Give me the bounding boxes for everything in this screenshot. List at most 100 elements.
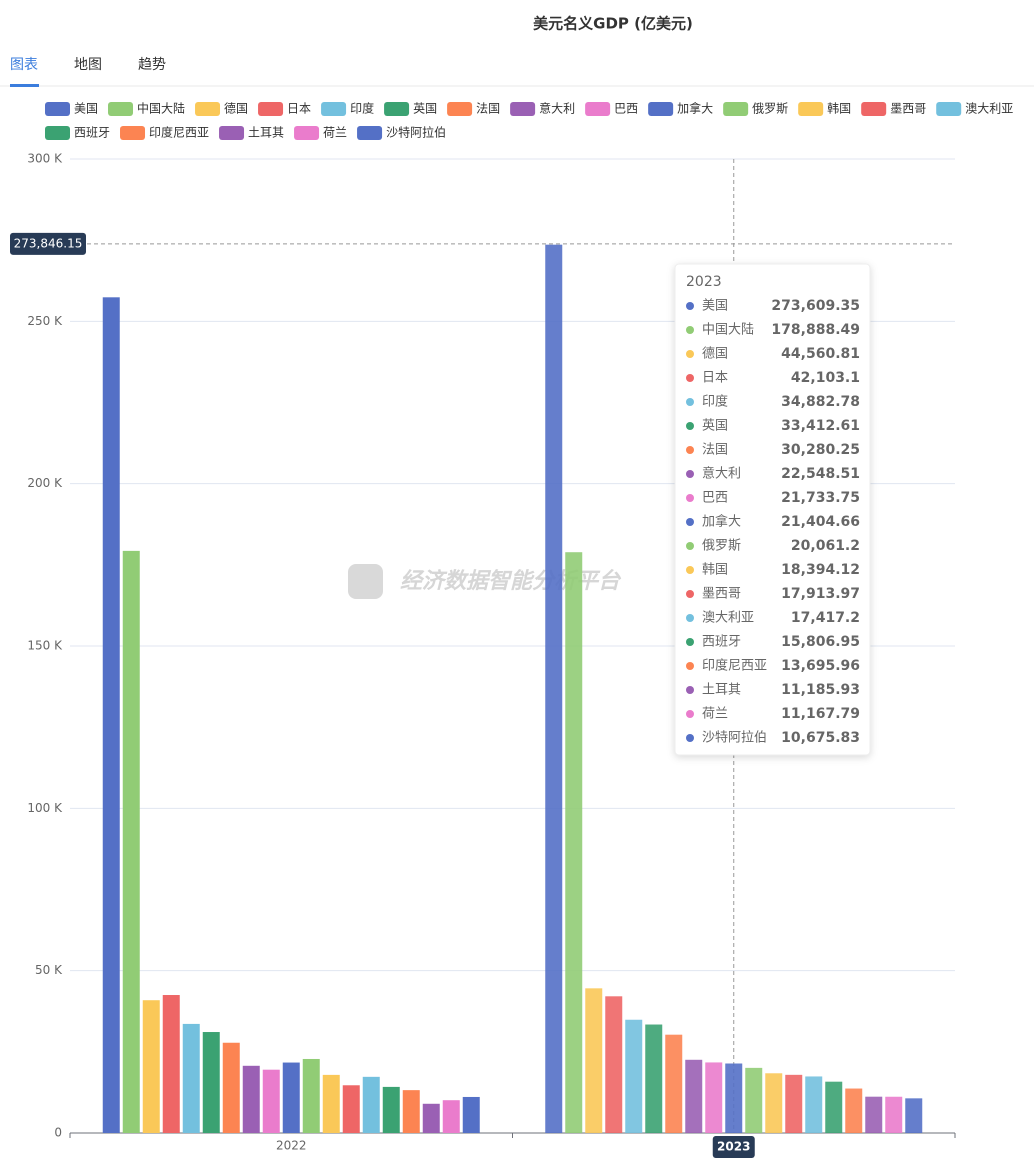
bar[interactable]: [805, 1076, 823, 1133]
tooltip-value: 273,609.35: [771, 298, 860, 314]
tooltip-value: 11,167.79: [781, 706, 860, 722]
tooltip-marker: [686, 710, 694, 718]
tooltip-value: 21,404.66: [781, 514, 860, 530]
legend-label: 土耳其: [248, 126, 284, 140]
legend-item[interactable]: 韩国: [798, 101, 851, 117]
bar[interactable]: [605, 996, 623, 1133]
tooltip-marker: [686, 494, 694, 502]
legend-item[interactable]: 美国: [45, 102, 98, 117]
y-tick-label: 0: [54, 1126, 62, 1140]
legend-item[interactable]: 印度尼西亚: [120, 125, 209, 141]
bar[interactable]: [865, 1096, 883, 1133]
legend-item[interactable]: 印度: [321, 101, 374, 117]
bar[interactable]: [905, 1098, 923, 1133]
legend-item[interactable]: 澳大利亚: [936, 102, 1013, 117]
tooltip-name: 意大利: [702, 466, 741, 482]
tooltip-name: 中国大陆: [702, 322, 754, 338]
legend-item[interactable]: 土耳其: [219, 126, 284, 141]
bar[interactable]: [122, 550, 140, 1133]
tab[interactable]: 地图: [74, 57, 102, 73]
bar[interactable]: [242, 1065, 260, 1133]
bar[interactable]: [322, 1074, 340, 1133]
legend-swatch: [798, 102, 824, 116]
tooltip-marker: [686, 470, 694, 478]
legend-item[interactable]: 西班牙: [45, 126, 110, 141]
legend-swatch: [120, 126, 146, 140]
legend-item[interactable]: 英国: [384, 102, 437, 117]
legend-item[interactable]: 日本: [258, 102, 311, 117]
bar[interactable]: [182, 1023, 200, 1133]
legend-item[interactable]: 法国: [447, 102, 500, 117]
legend-swatch: [585, 102, 611, 116]
legend-item[interactable]: 荷兰: [294, 126, 347, 141]
bar[interactable]: [142, 1000, 160, 1133]
legend-item[interactable]: 沙特阿拉伯: [357, 125, 446, 141]
tooltip-name: 法国: [702, 443, 728, 458]
legend-item[interactable]: 巴西: [585, 102, 638, 117]
tooltip-name: 印度尼西亚: [702, 658, 767, 674]
bar[interactable]: [342, 1085, 360, 1133]
bar[interactable]: [785, 1074, 803, 1133]
bar[interactable]: [402, 1090, 420, 1133]
y-tick-label: 200 K: [27, 476, 63, 490]
tooltip-value: 18,394.12: [781, 562, 860, 578]
tooltip-marker: [686, 422, 694, 430]
tooltip: 2023 美国 273,609.35 中国大陆 178,888.49 德国 44,560.8…: [674, 263, 871, 756]
legend-swatch: [936, 102, 962, 116]
bar[interactable]: [222, 1042, 240, 1133]
bar[interactable]: [565, 552, 583, 1133]
bar[interactable]: [665, 1034, 683, 1133]
tooltip-marker: [686, 350, 694, 358]
legend-swatch: [108, 102, 134, 116]
bar[interactable]: [202, 1032, 220, 1133]
legend-item[interactable]: 加拿大: [648, 101, 713, 117]
legend-item[interactable]: 俄罗斯: [723, 102, 788, 117]
legend-swatch: [219, 126, 245, 140]
legend-item[interactable]: 中国大陆: [108, 101, 185, 117]
legend-swatch: [45, 126, 70, 140]
tooltip-value: 20,061.2: [791, 538, 860, 554]
bar[interactable]: [302, 1058, 320, 1133]
bar[interactable]: [825, 1081, 843, 1133]
bar[interactable]: [625, 1019, 643, 1133]
bar[interactable]: [685, 1059, 703, 1133]
legend-item[interactable]: 墨西哥: [861, 102, 926, 117]
bar[interactable]: [462, 1096, 480, 1133]
tab[interactable]: 趋势: [138, 57, 166, 73]
tooltip-name: 巴西: [702, 491, 728, 506]
bar[interactable]: [645, 1024, 663, 1133]
bar[interactable]: [442, 1100, 460, 1133]
bar[interactable]: [745, 1067, 763, 1133]
bar[interactable]: [102, 297, 120, 1134]
bar[interactable]: [382, 1086, 400, 1133]
legend-swatch: [648, 102, 674, 116]
bar[interactable]: [262, 1069, 280, 1133]
legend-label: 美国: [74, 102, 98, 116]
tooltip-marker: [686, 638, 694, 646]
bar[interactable]: [885, 1096, 903, 1133]
legend-label: 日本: [287, 102, 311, 116]
tab[interactable]: 图表: [10, 57, 38, 73]
bar[interactable]: [725, 1063, 743, 1133]
legend-swatch: [321, 102, 347, 116]
bar[interactable]: [845, 1088, 863, 1133]
tooltip-value: 17,417.2: [791, 610, 860, 626]
bar[interactable]: [282, 1062, 300, 1133]
bar[interactable]: [545, 244, 563, 1133]
tooltip-marker: [686, 398, 694, 406]
legend-item[interactable]: 意大利: [510, 101, 575, 117]
bar[interactable]: [585, 988, 603, 1133]
bar[interactable]: [765, 1073, 783, 1133]
tooltip-name: 英国: [702, 419, 728, 434]
tooltip-value: 34,882.78: [781, 394, 860, 410]
legend-label: 法国: [476, 102, 500, 116]
legend-item[interactable]: 德国: [195, 101, 248, 117]
bar[interactable]: [705, 1062, 723, 1133]
chart-title: 美元名义GDP (亿美元): [533, 15, 693, 33]
tooltip-name: 印度: [702, 394, 728, 410]
tooltip-marker: [686, 302, 694, 310]
tooltip-value: 42,103.1: [791, 370, 860, 386]
bar[interactable]: [422, 1103, 440, 1133]
bar[interactable]: [362, 1076, 380, 1133]
bar[interactable]: [162, 995, 180, 1133]
